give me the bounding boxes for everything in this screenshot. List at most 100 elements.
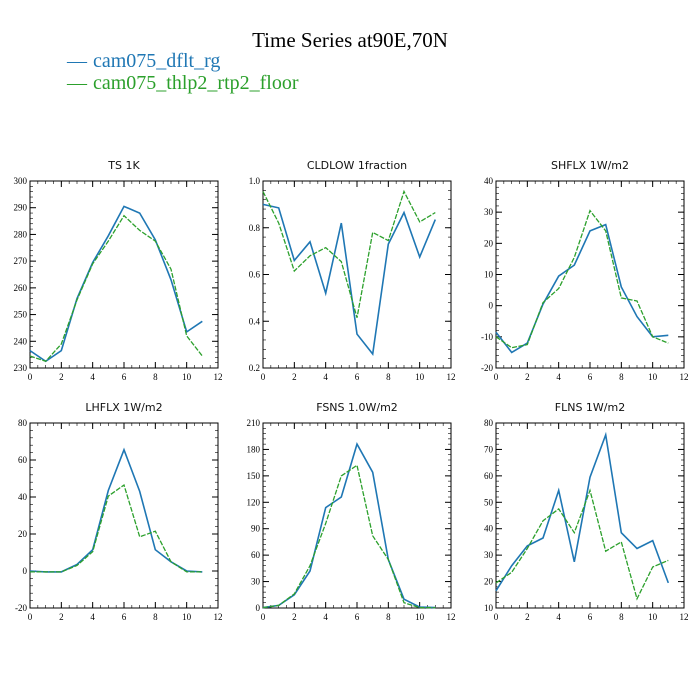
y-tick-label: 260 <box>14 283 28 293</box>
x-tick-label: 0 <box>494 372 499 382</box>
x-tick-label: 8 <box>386 372 391 382</box>
panel-title-4: FSNS 1.0W/m2 <box>316 401 398 414</box>
panel-0: TS 1K 0 2 4 6 8 10 12 230 240 250 260 270 280 290 300 <box>14 159 223 382</box>
legend-label-0: cam075_dflt_rg <box>93 50 221 72</box>
y-tick-label: 230 <box>14 363 28 373</box>
x-tick-label: 12 <box>680 372 689 382</box>
x-tick-label: 4 <box>90 372 95 382</box>
x-tick-label: 10 <box>648 612 658 622</box>
panel-title-3: LHFLX 1W/m2 <box>85 401 162 414</box>
y-tick-label: 210 <box>247 418 261 428</box>
y-tick-label: 20 <box>18 529 28 539</box>
y-tick-label: 240 <box>14 336 28 346</box>
panel-title-2: SHFLX 1W/m2 <box>551 159 629 172</box>
panel-title-5: FLNS 1W/m2 <box>555 401 625 414</box>
legend-label-1: cam075_thlp2_rtp2_floor <box>93 72 299 94</box>
x-tick-label: 0 <box>261 372 266 382</box>
x-tick-label: 2 <box>525 372 530 382</box>
y-tick-label: -20 <box>481 363 493 373</box>
x-tick-label: 6 <box>122 612 127 622</box>
x-tick-label: 12 <box>214 372 223 382</box>
y-tick-label: 0.6 <box>249 270 261 280</box>
x-tick-label: 8 <box>619 372 624 382</box>
x-tick-label: 8 <box>153 372 158 382</box>
y-tick-label: 280 <box>14 229 28 239</box>
series-line-1 <box>262 464 436 609</box>
series-line-1 <box>29 214 203 363</box>
chart-title: Time Series at90E,70N <box>252 28 448 52</box>
x-tick-label: 6 <box>355 612 360 622</box>
panel-1: CLDLOW 1fraction 0 2 4 6 8 10 12 0.2 0.4 0.6 0.8 1.0 <box>249 159 456 382</box>
x-tick-label: 0 <box>261 612 266 622</box>
x-tick-label: 6 <box>588 612 593 622</box>
panel-5: FLNS 1W/m2 0 2 4 6 8 10 12 10 20 30 40 50 60 70 80 <box>484 401 689 622</box>
series-line-0 <box>29 205 203 363</box>
y-tick-label: 90 <box>251 524 261 534</box>
x-tick-label: 8 <box>386 612 391 622</box>
y-tick-label: 0.4 <box>249 316 261 326</box>
x-tick-label: 2 <box>59 612 64 622</box>
y-tick-label: 250 <box>14 310 28 320</box>
x-tick-label: 4 <box>90 612 95 622</box>
series-line-1 <box>262 189 436 318</box>
x-tick-label: 12 <box>447 372 456 382</box>
y-tick-label: -20 <box>15 603 27 613</box>
plot-frame-5 <box>495 422 685 609</box>
y-tick-label: 0 <box>23 566 28 576</box>
y-tick-label: 300 <box>14 176 28 186</box>
y-tick-label: 80 <box>484 418 494 428</box>
y-tick-label: 10 <box>484 270 494 280</box>
x-tick-label: 10 <box>182 612 192 622</box>
series-line-0 <box>262 442 436 609</box>
x-tick-label: 4 <box>556 612 561 622</box>
y-tick-label: 180 <box>247 444 261 454</box>
panel-title-0: TS 1K <box>107 159 140 172</box>
series-line-0 <box>495 431 670 592</box>
legend-entry-0: — cam075_dflt_rg <box>67 50 220 73</box>
y-tick-label: 270 <box>14 256 28 266</box>
x-tick-label: 0 <box>494 612 499 622</box>
x-tick-label: 10 <box>415 612 425 622</box>
y-tick-label: 40 <box>484 524 494 534</box>
y-tick-label: 70 <box>484 444 494 454</box>
x-tick-label: 2 <box>292 612 297 622</box>
x-tick-label: 12 <box>214 612 223 622</box>
series-line-0 <box>262 203 437 356</box>
x-tick-label: 2 <box>292 372 297 382</box>
y-tick-label: 20 <box>484 577 494 587</box>
x-tick-label: 10 <box>182 372 192 382</box>
panel-2: SHFLX 1W/m2 0 2 4 6 8 10 12 -20 -10 0 10 20 30 40 <box>481 159 689 382</box>
x-tick-label: 0 <box>28 612 33 622</box>
series-line-1 <box>495 488 669 601</box>
x-tick-label: 2 <box>59 372 64 382</box>
y-tick-label: -10 <box>481 332 493 342</box>
y-tick-label: 0 <box>489 301 494 311</box>
x-tick-label: 6 <box>588 372 593 382</box>
y-tick-label: 80 <box>18 418 28 428</box>
x-tick-label: 4 <box>323 372 328 382</box>
panel-title-1: CLDLOW 1fraction <box>307 159 407 172</box>
y-tick-label: 60 <box>18 455 28 465</box>
x-tick-label: 10 <box>415 372 425 382</box>
y-tick-label: 0.8 <box>249 223 261 233</box>
y-tick-label: 150 <box>247 471 261 481</box>
y-tick-label: 30 <box>484 550 494 560</box>
x-tick-label: 8 <box>619 612 624 622</box>
y-tick-label: 40 <box>18 492 28 502</box>
plot-frame-2 <box>495 180 685 369</box>
x-tick-label: 2 <box>525 612 530 622</box>
y-tick-label: 40 <box>484 176 494 186</box>
y-tick-label: 30 <box>251 577 261 587</box>
y-tick-label: 30 <box>484 207 494 217</box>
legend-entry-1: — cam075_thlp2_rtp2_floor <box>67 72 299 95</box>
x-tick-label: 10 <box>648 372 658 382</box>
legend-dash-0: — <box>67 50 87 72</box>
x-tick-label: 8 <box>153 612 158 622</box>
x-tick-label: 0 <box>28 372 33 382</box>
y-tick-label: 60 <box>484 471 494 481</box>
x-tick-label: 6 <box>122 372 127 382</box>
series-line-0 <box>495 223 669 354</box>
x-tick-label: 4 <box>556 372 561 382</box>
y-tick-label: 290 <box>14 203 28 213</box>
